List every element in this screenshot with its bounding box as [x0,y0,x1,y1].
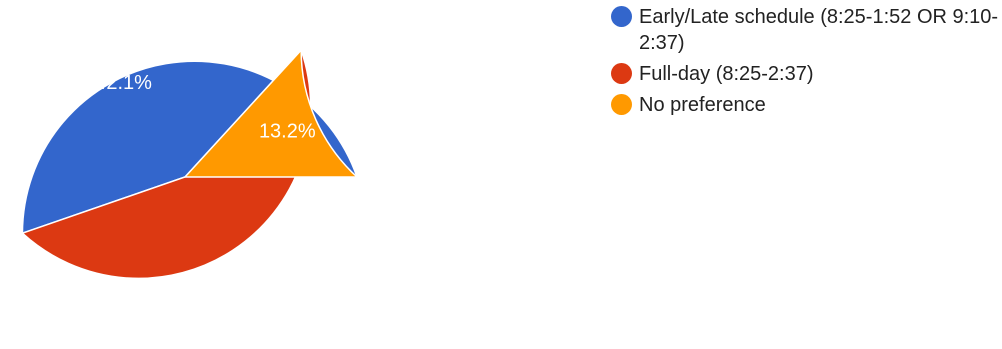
chart-legend: Early/Late schedule (8:25-1:52 OR 9:10-2… [611,4,1002,123]
legend-item-early-late[interactable]: Early/Late schedule (8:25-1:52 OR 9:10-2… [611,4,1002,56]
pie-slice-no-preference[interactable] [183,48,359,178]
legend-item-no-preference[interactable]: No preference [611,92,1002,118]
pie-slice-labels: 44.7% 42.1% 13.2% [95,72,316,298]
legend-label-no-preference: No preference [639,94,766,116]
legend-swatch-full-day [611,63,632,84]
legend-label-early-late: Early/Late schedule (8:25-1:52 OR 9:10-2… [639,6,999,54]
legend-item-full-day[interactable]: Full-day (8:25-2:37) [611,61,1002,87]
legend-swatch-no-preference [611,94,632,115]
pie-slice-label-early-late: 44.7% [175,276,232,298]
pie-chart: 44.7% 42.1% 13.2% [21,48,359,298]
pie-slice-label-no-preference: 13.2% [259,120,316,142]
legend-swatch-early-late [611,6,632,27]
pie-slices [21,48,359,280]
legend-label-full-day: Full-day (8:25-2:37) [639,63,814,85]
pie-slice-label-full-day: 42.1% [95,72,152,94]
